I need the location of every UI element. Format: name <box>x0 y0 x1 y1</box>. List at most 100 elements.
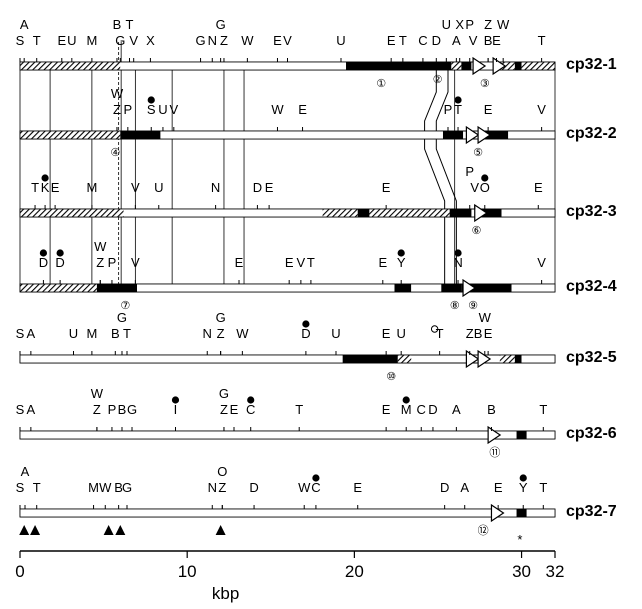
gene-arrow <box>474 203 488 223</box>
circled-number: ③ <box>480 78 490 90</box>
site-label: E <box>382 326 391 341</box>
site-label: T <box>126 17 134 32</box>
plasmid-bar-outline <box>19 130 556 140</box>
site-label: B <box>113 17 122 32</box>
gene-arrow <box>462 278 477 298</box>
site-label: N <box>208 480 217 495</box>
plasmid-name: cp32-5 <box>566 349 617 366</box>
site-label: E <box>382 402 391 417</box>
site-label: M <box>86 326 97 341</box>
site-label: W <box>497 17 510 32</box>
site-label: E <box>353 480 362 495</box>
plasmid-name: cp32-7 <box>566 503 617 520</box>
methylation-dot <box>39 249 48 257</box>
site-label: V <box>283 33 292 48</box>
bar-segment <box>516 431 527 439</box>
bar-segment <box>411 284 442 292</box>
methylation-dot <box>171 396 180 404</box>
site-label: E <box>484 326 493 341</box>
site-label: P <box>108 402 117 417</box>
gene-arrow <box>477 349 492 369</box>
site-label: K <box>41 180 50 195</box>
scale-tick-label: 0 <box>15 562 24 581</box>
site-label: Z <box>218 480 226 495</box>
plasmid-bar-outline <box>19 208 556 218</box>
site-label: E <box>265 180 274 195</box>
site-label: I <box>174 402 178 417</box>
methylation-dot <box>402 396 410 404</box>
site-label: P <box>465 164 474 179</box>
scale-tick-label: 10 <box>178 562 197 581</box>
site-label: W <box>479 310 492 325</box>
plasmid-name: cp32-6 <box>566 425 617 442</box>
site-label: E <box>273 33 282 48</box>
bar-segment <box>322 209 358 217</box>
site-label: G <box>127 402 137 417</box>
site-label: Z <box>93 402 101 417</box>
site-label: T <box>295 402 303 417</box>
bar-segment <box>137 284 395 292</box>
site-label: V <box>297 255 306 270</box>
bar-segment <box>521 355 555 363</box>
scale-tick-label: 32 <box>546 562 565 581</box>
plasmid-name: cp32-3 <box>566 203 617 220</box>
bar-segment <box>461 284 512 292</box>
site-label: A <box>27 326 36 341</box>
plasmid-name: cp32-4 <box>566 278 617 295</box>
plasmid-bar-outline <box>19 283 556 293</box>
site-label: M <box>86 180 97 195</box>
circled-number: ⑦ <box>120 300 130 312</box>
plasmid-bar-outline <box>19 508 556 518</box>
bar-segment <box>484 131 509 139</box>
site-label: N <box>211 180 220 195</box>
site-label: T <box>454 102 462 117</box>
gene-arrow <box>487 425 502 445</box>
site-label: S <box>147 102 156 117</box>
site-label: E <box>298 102 307 117</box>
site-label: E <box>387 33 396 48</box>
site-label: Z <box>217 326 225 341</box>
scale-tick-label: 30 <box>512 562 531 581</box>
site-label: G <box>219 386 229 401</box>
site-label: P <box>444 102 453 117</box>
bar-segment <box>123 209 323 217</box>
bar-segment <box>514 355 522 363</box>
plasmid-name: cp32-1 <box>566 56 617 73</box>
site-label: M <box>401 402 412 417</box>
site-label: C <box>246 402 255 417</box>
plasmid-bar-outline <box>19 430 556 440</box>
gene-arrow <box>490 503 505 523</box>
site-label: V <box>129 33 138 48</box>
bar-segment <box>498 62 515 70</box>
gene-arrow <box>472 56 487 76</box>
site-label: V <box>470 180 479 195</box>
bar-segment <box>160 131 443 139</box>
asterisk-marker: * <box>517 532 522 547</box>
bar-segment <box>442 131 464 139</box>
bar-segment <box>508 131 555 139</box>
site-label: T <box>33 480 41 495</box>
bar-segment <box>394 284 412 292</box>
bar-segment <box>96 284 138 292</box>
open-circle-mark <box>430 325 439 333</box>
site-label: U <box>67 33 76 48</box>
site-label: S <box>16 326 25 341</box>
site-label: T <box>31 180 39 195</box>
circled-number: ⑥ <box>471 225 481 237</box>
site-label: O <box>217 464 227 479</box>
bar-segment <box>451 62 462 70</box>
site-label: U <box>154 180 163 195</box>
site-label: G <box>196 33 206 48</box>
bar-segment <box>20 284 97 292</box>
site-label: G <box>115 33 125 48</box>
bar-segment <box>20 209 124 217</box>
site-label: E <box>492 33 501 48</box>
site-label: Z <box>220 402 228 417</box>
site-label: Z <box>484 17 492 32</box>
bar-segment <box>441 284 462 292</box>
bar-segment <box>516 509 527 517</box>
site-label: T <box>33 33 41 48</box>
site-label: B <box>118 402 127 417</box>
site-label: C <box>417 402 426 417</box>
